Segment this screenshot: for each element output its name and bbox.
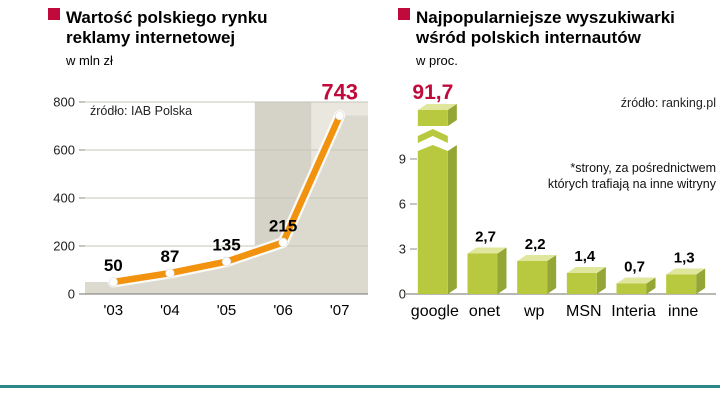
- value-label: 135: [212, 236, 240, 255]
- footnote-line: których trafiają na inne witryny: [548, 177, 717, 191]
- y-tick-label: 600: [53, 143, 75, 158]
- value-label: 2,7: [475, 229, 496, 246]
- x-axis-label: '06: [273, 302, 293, 319]
- y-tick-label: 800: [53, 95, 75, 110]
- left-chart-title-line1: Wartość polskiego rynku: [66, 8, 268, 27]
- value-label: 87: [160, 247, 179, 266]
- x-axis-label: inne: [668, 303, 698, 320]
- x-axis-label: onet: [469, 303, 501, 320]
- bar-broken: [417, 104, 457, 294]
- value-label: 50: [104, 256, 123, 275]
- bar-front-face: [566, 273, 597, 294]
- right-chart-title-line1: Najpopularniejsze wyszukiwarki: [416, 8, 675, 27]
- footnote: *strony, za pośrednictwem których trafiaj…: [548, 161, 717, 191]
- bar-front-face: [666, 274, 697, 294]
- bar-top-face: [517, 255, 557, 261]
- y-tick-label: 9: [399, 152, 406, 167]
- x-axis-label: google: [411, 303, 459, 320]
- right-chart-unit: w proc.: [416, 53, 458, 68]
- x-axis-labels: google onet wp MSN Interia inne: [411, 303, 699, 320]
- bar-side-face: [646, 277, 656, 294]
- x-axis-label: wp: [523, 303, 545, 320]
- x-axis-label: MSN: [566, 303, 602, 320]
- bar-top-face: [566, 267, 606, 273]
- axis-break-chevron: [417, 129, 448, 143]
- bar-side-face: [447, 104, 457, 126]
- x-axis-label: '05: [217, 302, 237, 319]
- left-chart-header: Wartość polskiego rynku reklamy internet…: [48, 8, 382, 71]
- internet-ad-panel: Wartość polskiego rynku reklamy internet…: [48, 8, 382, 319]
- bar-front-face: [417, 110, 448, 126]
- bar-side-face: [696, 268, 706, 294]
- bars: [417, 104, 706, 294]
- value-label: 0,7: [624, 259, 645, 276]
- y-tick-label: 6: [399, 197, 406, 212]
- y-tick-label: 3: [399, 242, 406, 257]
- bar-side-face: [547, 255, 557, 294]
- value-label: 743: [321, 84, 358, 105]
- x-axis-label: '04: [160, 302, 180, 319]
- y-grid: 0 200 400 600 800: [53, 95, 368, 302]
- bar-top-face: [417, 104, 457, 110]
- value-label: 1,3: [674, 250, 695, 267]
- data-point: [165, 268, 175, 278]
- value-label: 1,4: [574, 248, 596, 265]
- left-chart-title-line2: reklamy internetowej: [66, 28, 236, 47]
- data-point: [221, 257, 232, 267]
- internet-ad-line-chart: 0 200 400 600 800 źródło: IAB Polska 50 87 135 21…: [53, 84, 368, 319]
- x-axis-labels: '03 '04 '05 '06 '07: [104, 302, 350, 319]
- bar-top-face: [616, 277, 656, 284]
- footnote-line: *strony, za pośrednictwem: [570, 161, 716, 175]
- bar: [517, 255, 557, 294]
- markers: [108, 111, 345, 287]
- right-chart-title-line2: wśród polskich internautów: [416, 28, 641, 47]
- bar-side-face: [447, 145, 457, 294]
- left-chart-unit: w mln zł: [66, 53, 113, 68]
- bar-side-face: [596, 267, 606, 294]
- value-label: 215: [269, 216, 297, 235]
- bullet-square-icon: [48, 8, 60, 20]
- search-engines-bar-chart: 0 3 6 9 źródło: ranking.pl *strony, za pośred…: [399, 84, 717, 320]
- source-label: źródło: IAB Polska: [90, 104, 192, 118]
- value-labels: 50 87 135 215 743: [104, 84, 358, 275]
- right-chart-header: Najpopularniejsze wyszukiwarki wśród pol…: [398, 8, 720, 71]
- bar: [666, 268, 706, 294]
- value-labels: 91,7 2,7 2,2 1,4 0,7 1,3: [412, 84, 694, 276]
- x-axis-label: Interia: [611, 303, 656, 320]
- data-point: [335, 111, 345, 121]
- bar: [467, 247, 507, 294]
- bar-top-face: [467, 247, 507, 254]
- bar-front-face: [616, 283, 647, 294]
- data-point: [278, 237, 288, 247]
- x-axis-label: '07: [330, 302, 350, 319]
- bar-front-face: [467, 253, 498, 294]
- data-point: [108, 277, 118, 287]
- area-fill: [85, 115, 368, 295]
- bar-front-face: [417, 145, 448, 294]
- y-tick-label: 200: [53, 239, 75, 254]
- value-label: 91,7: [412, 84, 453, 104]
- y-tick-label: 0: [399, 287, 406, 302]
- bar: [566, 267, 606, 294]
- teal-divider-line: [0, 385, 720, 388]
- y-axis: 0 3 6 9: [399, 152, 417, 302]
- y-tick-label: 0: [68, 287, 75, 302]
- y-tick-label: 400: [53, 191, 75, 206]
- value-label: 2,2: [525, 236, 546, 253]
- x-axis-label: '03: [104, 302, 124, 319]
- bullet-square-icon: [398, 8, 410, 20]
- source-label: źródło: ranking.pl: [621, 96, 716, 110]
- search-engines-panel: Najpopularniejsze wyszukiwarki wśród pol…: [388, 0, 720, 384]
- bar-top-face: [666, 268, 706, 275]
- bar: [616, 277, 656, 294]
- bar-side-face: [497, 247, 507, 294]
- bar-front-face: [517, 261, 548, 294]
